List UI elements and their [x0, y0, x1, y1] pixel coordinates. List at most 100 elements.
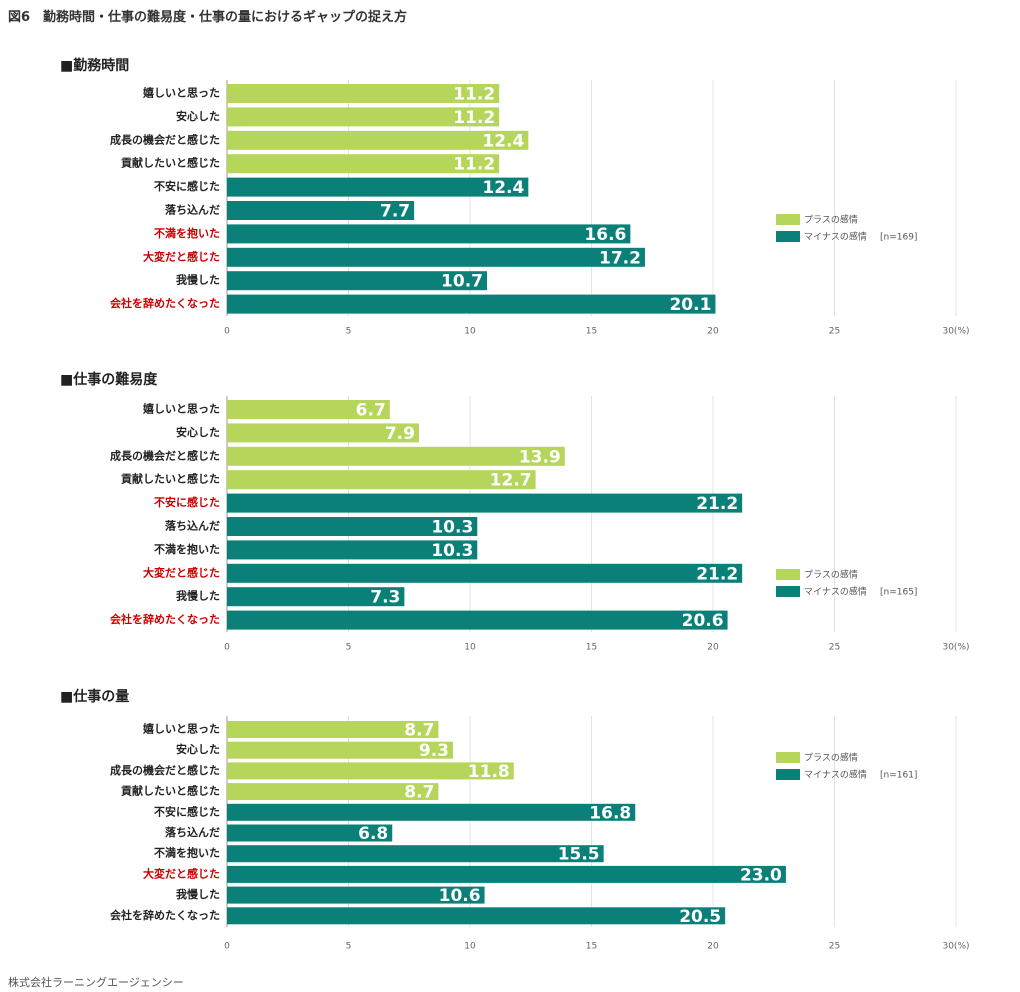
category-label: 嬉しいと思った [142, 402, 220, 416]
x-tick-label: 5 [346, 327, 352, 337]
legend-label-plus: プラスの感情 [804, 569, 858, 581]
bar [227, 201, 415, 220]
value-label: 11.2 [453, 108, 495, 128]
x-tick-label: 10 [464, 942, 476, 952]
category-label: 貢献したいと感じた [121, 472, 220, 486]
category-label: 落ち込んだ [165, 203, 220, 217]
legend-label-minus: マイナスの感情 [804, 586, 867, 598]
category-label: 会社を辞めたくなった [110, 296, 220, 310]
value-label: 6.8 [358, 824, 388, 844]
legend-label-plus: プラスの感情 [804, 752, 858, 764]
legend-label-minus: マイナスの感情 [804, 231, 867, 243]
value-label: 6.7 [356, 401, 386, 421]
category-label: 安心した [176, 742, 220, 756]
x-tick-label: 0 [224, 643, 230, 653]
bar [227, 423, 419, 443]
bar [227, 517, 478, 536]
bar [227, 721, 439, 738]
x-tick-label: 10 [464, 643, 476, 653]
section-title: ■仕事の量 [60, 688, 129, 705]
category-label: 会社を辞めたくなった [110, 908, 220, 922]
category-label: 我慢した [176, 887, 220, 901]
value-label: 11.2 [453, 85, 495, 105]
value-label: 13.9 [519, 447, 561, 467]
x-tick-label: 30(%) [942, 327, 969, 337]
value-label: 11.2 [453, 155, 495, 175]
value-label: 23.0 [740, 865, 782, 885]
legend-sample-size: [n=169] [880, 233, 917, 243]
x-tick-label: 10 [464, 327, 476, 337]
x-tick-label: 15 [586, 942, 597, 952]
x-tick-label: 20 [707, 327, 719, 337]
value-label: 7.7 [380, 202, 410, 222]
category-label: 我慢した [176, 273, 220, 287]
value-label: 10.3 [431, 541, 473, 561]
category-label: 落ち込んだ [165, 519, 220, 533]
bar [227, 271, 488, 291]
category-label: 不満を抱いた [154, 846, 220, 860]
bar [227, 587, 405, 607]
category-label: 成長の機会だと感じた [110, 448, 220, 462]
category-label: 不安に感じた [154, 179, 220, 193]
x-tick-label: 5 [346, 643, 352, 653]
bar [227, 886, 485, 904]
category-label: 大変だと感じた [143, 866, 220, 880]
bar [227, 154, 500, 174]
bar [227, 783, 439, 801]
category-label: 我慢した [176, 589, 220, 603]
value-label: 12.4 [482, 178, 524, 198]
x-tick-label: 30(%) [942, 643, 969, 653]
bar [227, 247, 645, 267]
bar [227, 177, 529, 197]
category-label: 成長の機会だと感じた [110, 132, 220, 146]
category-label: 貢献したいと感じた [121, 156, 220, 170]
x-tick-label: 25 [829, 643, 840, 653]
bar [227, 446, 565, 466]
bar [227, 865, 786, 883]
x-tick-label: 25 [829, 942, 840, 952]
value-label: 12.7 [490, 471, 532, 491]
value-label: 16.8 [589, 803, 631, 823]
value-label: 8.7 [404, 721, 434, 741]
legend-sample-size: [n=161] [880, 771, 917, 781]
category-label: 不満を抱いた [154, 226, 220, 240]
bar [227, 824, 393, 842]
category-label: 成長の機会だと感じた [110, 763, 220, 777]
x-tick-label: 25 [829, 327, 840, 337]
value-label: 10.6 [439, 886, 481, 906]
value-label: 20.6 [682, 611, 724, 631]
category-label: 落ち込んだ [165, 825, 220, 839]
value-label: 8.7 [404, 783, 434, 803]
bar [227, 400, 390, 419]
category-label: 不満を抱いた [154, 542, 220, 556]
category-label: 嬉しいと思った [142, 86, 220, 100]
legend-sample-size: [n=165] [880, 588, 917, 598]
category-label: 会社を辞めたくなった [110, 612, 220, 626]
legend-swatch-minus [776, 586, 800, 597]
figure-title: 図6 勤務時間・仕事の難易度・仕事の量におけるギャップの捉え方 [8, 10, 408, 25]
x-tick-label: 5 [346, 942, 352, 952]
x-tick-label: 30(%) [942, 942, 969, 952]
value-label: 12.4 [482, 131, 524, 151]
x-tick-label: 20 [707, 643, 719, 653]
legend-label-minus: マイナスの感情 [804, 769, 867, 781]
x-tick-label: 15 [586, 643, 597, 653]
bar [227, 224, 631, 244]
bar [227, 563, 743, 583]
value-label: 7.9 [385, 424, 415, 444]
bar [227, 610, 728, 630]
footer-credit: 株式会社ラーニングエージェンシー [8, 976, 184, 989]
bar [227, 845, 604, 863]
section-title: ■勤務時間 [60, 57, 129, 74]
bar [227, 907, 726, 925]
category-label: 嬉しいと思った [142, 722, 220, 736]
bar [227, 107, 500, 127]
value-label: 16.6 [584, 225, 626, 245]
bar [227, 803, 636, 821]
category-label: 安心した [176, 425, 220, 439]
legend-swatch-plus [776, 752, 800, 763]
x-tick-label: 15 [586, 327, 597, 337]
category-label: 大変だと感じた [143, 565, 220, 579]
value-label: 11.8 [468, 762, 510, 782]
